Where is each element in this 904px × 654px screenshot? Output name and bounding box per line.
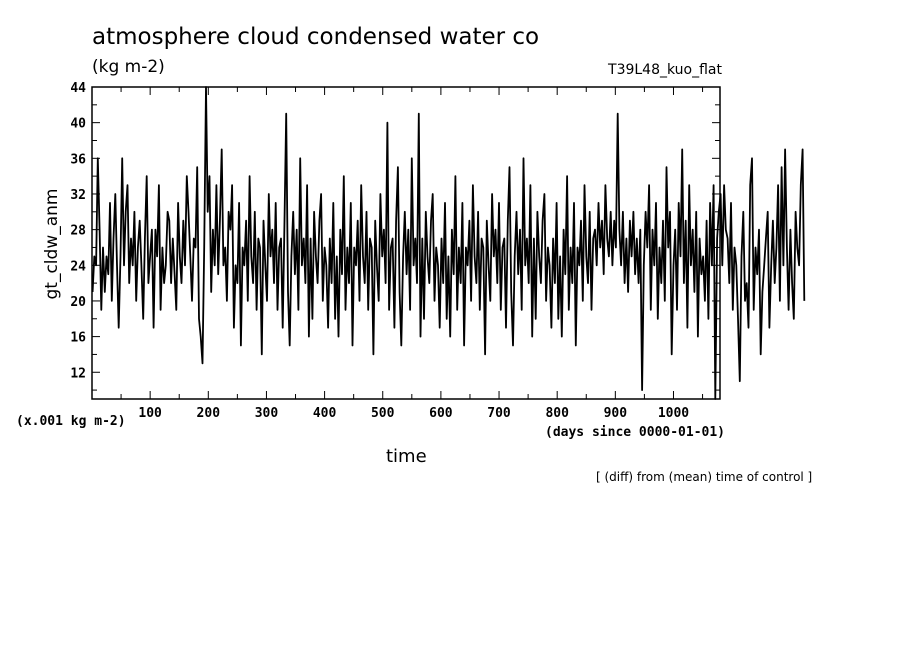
- x-tick-label: 800: [545, 406, 569, 421]
- y-tick-label: 24: [70, 259, 86, 274]
- x-axis-label: time: [386, 446, 427, 467]
- x-tick-label: 900: [604, 406, 628, 421]
- y-tick-label: 28: [70, 224, 86, 239]
- axis-tick-labels: 12 16 20 24 28 32 36 40 44 100 200 300 400 500 600 700 8…: [70, 81, 689, 421]
- x-tick-label: 200: [197, 406, 221, 421]
- y-tick-label: 40: [70, 117, 86, 132]
- plot-frame: [91, 86, 721, 400]
- series-line: [91, 86, 806, 400]
- y-tick-label: 36: [70, 152, 86, 167]
- x-units-note: (days since 0000-01-01): [545, 425, 726, 440]
- chart-units: (kg m-2): [92, 57, 165, 77]
- series-layer: [91, 86, 806, 400]
- y-axis-label: gt_cldw_anm: [42, 188, 62, 300]
- x-tick-label: 700: [487, 406, 511, 421]
- x-tick-label: 300: [255, 406, 279, 421]
- chart-title: atmosphere cloud condensed water co: [92, 24, 540, 50]
- x-tick-label: 600: [429, 406, 453, 421]
- y-tick-label: 44: [70, 81, 86, 96]
- footer-note: [ (diff) from (mean) time of control ]: [596, 470, 813, 484]
- x-tick-label: 100: [138, 406, 162, 421]
- run-label: T39L48_kuo_flat: [608, 62, 722, 78]
- y-tick-label: 12: [70, 366, 86, 381]
- y-tick-label: 16: [70, 331, 86, 346]
- y-tick-label: 20: [70, 295, 86, 310]
- scale-note: (x.001 kg m-2): [16, 414, 126, 429]
- y-tick-label: 32: [70, 188, 86, 203]
- x-tick-label: 1000: [658, 406, 689, 421]
- x-tick-label: 500: [371, 406, 395, 421]
- x-tick-label: 400: [313, 406, 337, 421]
